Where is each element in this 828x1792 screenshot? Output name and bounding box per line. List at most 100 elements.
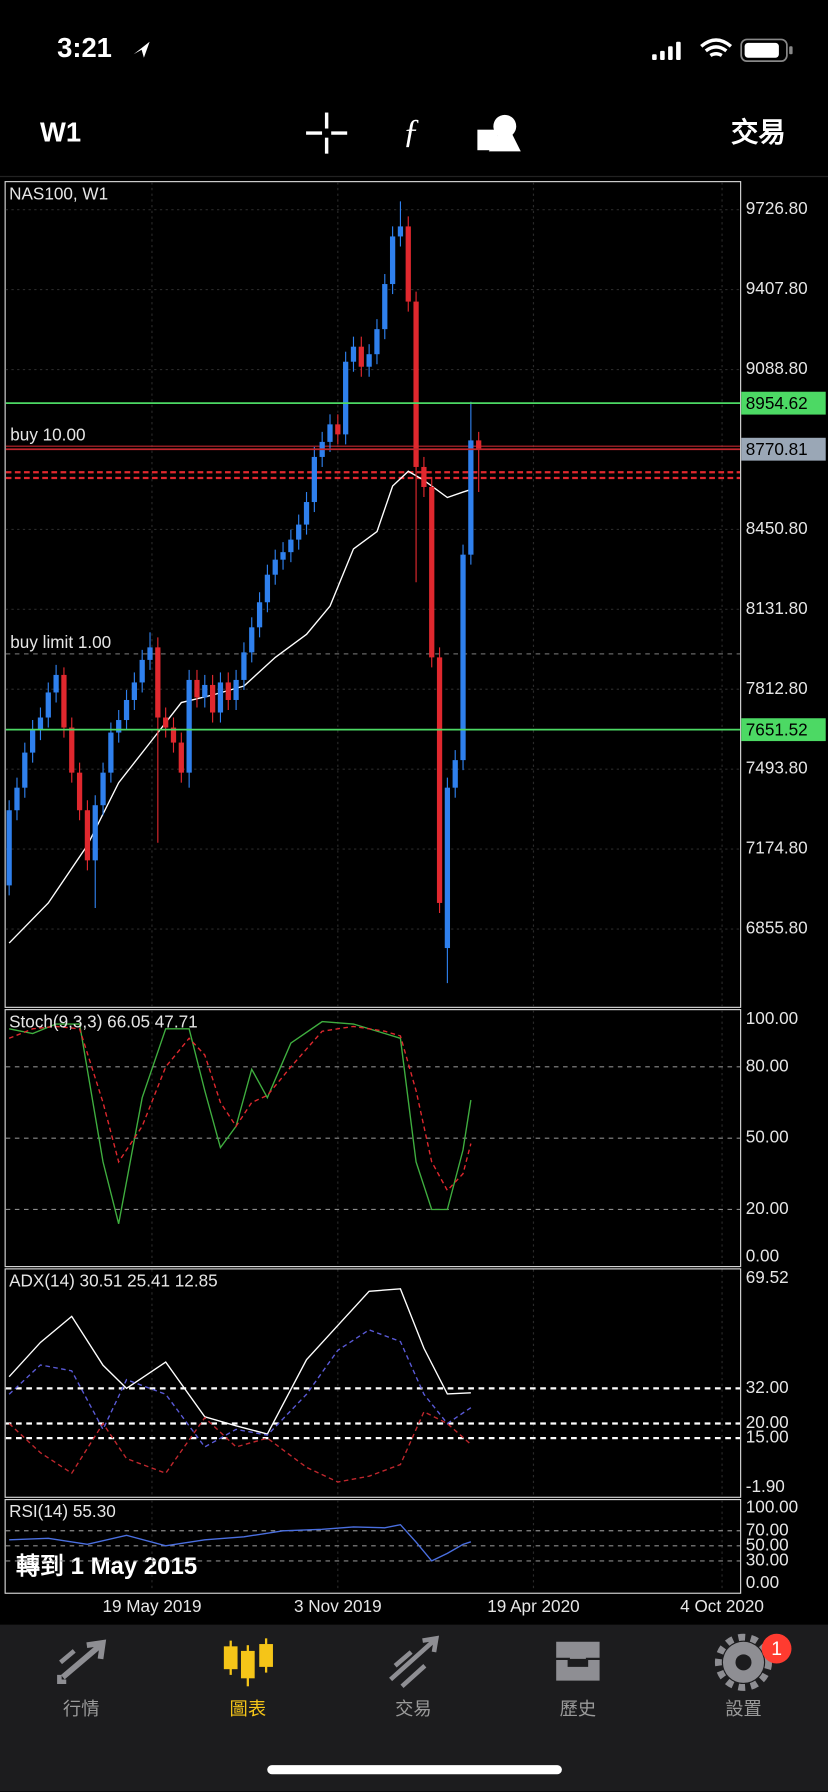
tab-label[interactable]: 歷史: [560, 1698, 597, 1719]
candle-body: [444, 787, 451, 949]
y-tick-label: 50.00: [746, 1534, 789, 1554]
panel-title: ADX(14) 30.51 25.41 12.85: [9, 1271, 218, 1291]
panel-frames: [4, 181, 742, 1594]
objects-button[interactable]: [477, 114, 521, 152]
candle-body: [358, 346, 364, 367]
candle-body: [405, 226, 411, 302]
timeframe-button[interactable]: W1: [40, 116, 81, 147]
y-tick-label: 7812.80: [746, 678, 808, 698]
history-tab-icon[interactable]: [553, 1639, 602, 1683]
line: [8, 1288, 471, 1435]
candle-body: [233, 679, 239, 700]
signal-icon: [652, 41, 681, 61]
wifi-icon: [700, 38, 733, 57]
candle-body: [288, 539, 294, 553]
tab-label[interactable]: 設置: [725, 1698, 762, 1719]
candle-body: [76, 772, 83, 811]
candle-body: [22, 752, 28, 788]
candle-body: [256, 602, 263, 628]
goto-label[interactable]: 轉到 1 May 2015: [16, 1553, 197, 1580]
candle-body: [163, 717, 169, 728]
panel-title: NAS100, W1: [9, 183, 108, 203]
candle-body: [280, 552, 286, 560]
settings-tab-icon[interactable]: [714, 1633, 773, 1691]
candle-body: [178, 742, 184, 773]
candle-body: [217, 682, 224, 713]
candle-body: [69, 727, 75, 773]
tab-label[interactable]: 交易: [395, 1698, 432, 1719]
candle-body: [170, 727, 177, 743]
y-tick-label: 0.00: [746, 1246, 779, 1266]
candle-body: [108, 732, 114, 773]
candle-body: [413, 301, 419, 467]
location-icon: [133, 41, 150, 58]
panel-plot: [5, 1020, 741, 1224]
x-tick-label: 3 Nov 2019: [294, 1596, 382, 1616]
candle-body: [30, 730, 36, 753]
candle-body: [327, 424, 333, 442]
order-label: buy limit 1.00: [10, 632, 111, 652]
badge: [761, 1633, 792, 1664]
y-tick-label: -1.90: [746, 1476, 785, 1496]
y-tick-label: 69.52: [746, 1267, 789, 1287]
y-tick-label: 80.00: [746, 1055, 789, 1075]
candle-body: [311, 456, 317, 503]
candle-body: [92, 805, 98, 861]
chart-tab-icon[interactable]: [223, 1638, 273, 1687]
candle-body: [343, 361, 349, 435]
price-level-box: [741, 718, 826, 742]
line: [8, 1025, 472, 1192]
candle-body: [249, 627, 255, 653]
candle-body: [123, 699, 130, 721]
candle-body: [209, 684, 216, 713]
order-label: buy 10.00: [10, 424, 85, 444]
panel-title: Stoch(9,3,3) 66.05 47.71: [9, 1011, 198, 1031]
candle-body: [436, 657, 443, 903]
line: [8, 1329, 472, 1448]
candle-body: [45, 692, 51, 718]
candle-body: [202, 684, 208, 698]
candle-body: [272, 559, 278, 575]
y-tick-label: 15.00: [746, 1427, 789, 1447]
candle-body: [303, 502, 310, 525]
battery-icon: [740, 38, 793, 63]
candle-body: [389, 236, 396, 285]
candle-body: [296, 524, 302, 540]
crosshair-button[interactable]: [306, 112, 348, 154]
trade-tab-icon[interactable]: [389, 1635, 440, 1689]
trade-button[interactable]: 交易: [731, 116, 786, 147]
candle-body: [147, 647, 153, 660]
candle-body: [131, 682, 137, 700]
candle-body: [186, 679, 192, 773]
y-tick-label: 70.00: [746, 1519, 789, 1539]
badge-count: 1: [771, 1638, 782, 1660]
candle-body: [155, 647, 161, 718]
price-level-label: 7651.52: [746, 719, 808, 739]
quotes-tab-icon[interactable]: [57, 1639, 107, 1685]
y-tick-label: 30.00: [746, 1549, 789, 1569]
candle-body: [264, 574, 271, 603]
tab-label[interactable]: 圖表: [230, 1698, 267, 1719]
tab-label[interactable]: 行情: [63, 1698, 100, 1719]
y-tick-label: 32.00: [746, 1377, 789, 1397]
y-tick-label: 8131.80: [746, 598, 808, 618]
panel-plot: [5, 201, 741, 984]
candle-body: [61, 674, 67, 728]
y-tick-label: 7174.80: [746, 838, 808, 858]
y-tick-label: 0.00: [746, 1572, 779, 1592]
indicators-button[interactable]: ƒ: [403, 112, 420, 150]
panel-title: RSI(14) 55.30: [9, 1501, 116, 1521]
x-tick-label: 19 May 2019: [102, 1596, 201, 1616]
candle-body: [421, 466, 427, 488]
y-tick-label: 9088.80: [746, 358, 808, 378]
y-tick-label: 6855.80: [746, 918, 808, 938]
clock: 3:21: [57, 32, 112, 63]
line: [8, 1410, 472, 1483]
y-tick-label: 8450.80: [746, 518, 808, 538]
y-tick-label: 20.00: [746, 1412, 789, 1432]
candle-body: [100, 772, 106, 806]
panel-plot: [5, 1288, 741, 1483]
